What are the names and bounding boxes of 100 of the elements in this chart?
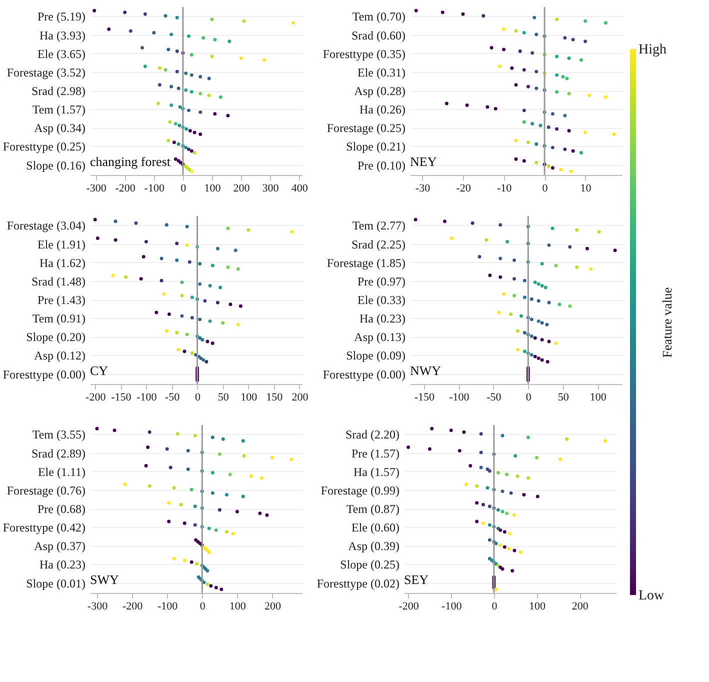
x-tick-label: -20 [456,182,472,194]
x-tick-label: 0 [180,182,187,194]
color-bar-label: High [638,42,666,58]
y-tick-label: Tem (2.77) [352,218,406,233]
y-tick-label: Ha (1.57) [354,464,400,479]
x-tick-label: -200 [398,600,420,612]
x-tick-label: 10 [580,182,592,194]
y-tick-label: Forestage (0.25) [326,121,406,136]
y-tick-label: Foresttype (0.00) [322,367,406,382]
x-tick-label: 200 [572,600,589,612]
y-tick-label: Ha (0.23) [360,312,406,326]
x-tick-label: 200 [264,600,282,612]
x-tick-label: -200 [115,182,136,194]
y-tick-label: Slope (0.25) [340,558,400,572]
x-tick-label: 0 [492,600,498,612]
y-tick-label: Srad (2.25) [352,237,406,252]
x-tick-label: 150 [266,392,284,404]
y-tick-label: Pre (0.97) [358,274,406,288]
y-tick-label: Foresttype (0.00) [2,367,86,382]
y-tick-label: Slope (0.16) [26,158,86,172]
x-tick-label: 0 [526,392,532,404]
y-tick-label: Srad (2.98) [32,84,86,98]
y-tick-label: Slope (0.20) [26,330,86,344]
text: SEY [404,572,430,587]
x-tick-label: 100 [590,392,607,404]
y-tick-label: Ele (0.31) [358,65,406,80]
y-tick-label: Slope (0.21) [346,140,406,154]
y-tick-label: Asp (0.34) [34,121,86,136]
y-tick-label: Pre (5.19) [38,10,86,24]
y-tick-label: Tem (0.87) [346,502,400,516]
y-tick-label: Ha (3.93) [40,28,86,42]
x-tick-label: -50 [164,392,180,404]
x-tick-label: -10 [496,182,512,194]
x-tick-label: 300 [262,182,280,194]
y-tick-label: Foresttype (0.35) [322,46,406,61]
y-tick-label: Forestage (3.52) [6,65,86,80]
y-tick-label: Ele (0.60) [352,520,400,535]
y-tick-label: Srad (1.48) [32,274,86,288]
y-tick-label: Forestage (3.04) [6,218,86,233]
y-tick-label: Tem (0.70) [352,10,406,24]
y-tick-label: Pre (0.68) [38,502,86,516]
y-tick-label: Foresttype (0.42) [2,520,86,535]
y-tick-label: Ha (0.23) [40,558,86,572]
text: NWY [410,363,442,378]
y-tick-label: Ele (0.33) [358,293,406,307]
y-tick-label: Tem (3.55) [32,428,86,442]
y-tick-label: Asp (0.28) [354,84,406,98]
y-tick-label: Foresttype (0.25) [2,140,86,154]
text: NEY [410,154,438,169]
x-tick-label: 0 [195,392,202,404]
color-bar-title: Feature value [660,287,674,358]
y-tick-label: Srad (2.89) [32,446,86,460]
y-tick-label: Asp (0.39) [348,539,400,554]
x-tick-label: -100 [136,392,158,404]
y-tick-label: Asp (0.12) [34,348,86,363]
x-tick-label: -30 [415,182,431,194]
y-tick-label: Srad (0.60) [352,28,406,42]
x-tick-label: 50 [218,392,230,404]
x-tick-label: 100 [204,182,222,194]
x-tick-label: 0 [542,182,548,194]
color-bar-label: Low [638,588,666,604]
y-tick-label: Pre (1.57) [352,446,400,460]
x-tick-label: -200 [122,600,144,612]
text: SWY [90,572,120,587]
x-tick-label: 50 [558,392,570,404]
y-tick-label: Asp (0.13) [354,330,406,344]
x-tick-label: -200 [86,392,106,404]
y-tick-label: Forestage (0.76) [6,483,86,498]
y-tick-label: Ele (3.65) [38,46,86,61]
y-tick-label: Asp (0.37) [34,539,86,554]
x-tick-label: 100 [229,600,246,612]
x-tick-label: -300 [87,600,108,612]
x-tick-label: -50 [486,392,502,404]
y-tick-label: Foresttype (0.02) [316,576,400,590]
x-tick-label: 100 [529,600,546,612]
x-tick-label: 100 [240,392,258,404]
x-tick-label: -100 [144,182,165,194]
y-tick-label: Slope (0.09) [346,348,406,363]
text: changing forest [90,154,171,169]
y-tick-label: Ele (1.91) [38,237,86,252]
x-tick-label: -100 [158,600,178,612]
y-tick-label: Ha (1.62) [40,256,86,270]
y-tick-label: Ele (1.11) [38,464,86,479]
y-tick-label: Pre (1.43) [38,293,86,307]
y-tick-label: Slope (0.01) [26,576,86,590]
y-tick-label: Forestage (1.85) [326,256,406,270]
y-tick-label: Srad (2.20) [346,428,400,442]
x-tick-label: 200 [233,182,250,194]
x-tick-label: 200 [292,392,309,404]
y-tick-label: Forestage (0.99) [320,483,400,498]
x-tick-label: -150 [414,392,435,404]
x-tick-label: 400 [291,182,308,194]
y-tick-label: Ha (0.26) [360,102,406,117]
y-tick-label: Tem (0.91) [32,312,86,326]
x-tick-label: -300 [86,182,107,194]
x-tick-label: -100 [449,392,470,404]
y-tick-label: Pre (0.10) [358,158,406,172]
x-tick-label: -100 [442,600,462,612]
x-tick-label: 0 [200,600,206,612]
text: CY [90,363,109,378]
